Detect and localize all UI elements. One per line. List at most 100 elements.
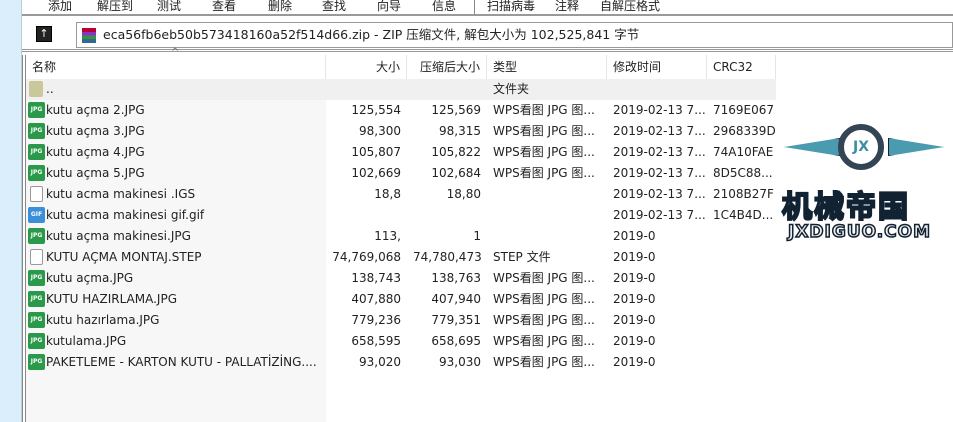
column-crc[interactable]: CRC32 — [707, 55, 776, 79]
table-row[interactable]: JPG kutu açma 2.JPG 125,554 125,569 WPS看图 JP… — [26, 100, 776, 121]
cell-crc — [707, 310, 776, 331]
table-row[interactable]: JPG kutu açma.JPG 138,743 138,763 WPS看图 JPG … — [26, 268, 776, 289]
cell-type — [487, 184, 607, 205]
jpg-file-icon: JPG — [28, 312, 45, 328]
cell-crc: 2968339D — [713, 124, 776, 138]
column-name[interactable]: 名称 — [26, 55, 326, 79]
cell-name: kutu acma makinesi gif.gif — [46, 208, 205, 222]
cell-modified: 2019-0 — [613, 229, 656, 243]
cell-packed: 658,695 — [431, 334, 481, 348]
cell-crc: 74A10FAE — [713, 145, 774, 159]
folder-file-icon — [29, 81, 43, 97]
toolbar-button-3[interactable]: 查看 — [212, 0, 237, 13]
cell-crc — [707, 268, 776, 289]
cell-size: 113, — [374, 229, 401, 243]
table-row[interactable]: .. 文件夹 — [26, 79, 776, 100]
file-list[interactable]: 名称 大小 压缩后大小 类型 修改时间 CRC32 ^ .. 文件夹 JPG kutu açma … — [22, 47, 953, 422]
cell-crc — [707, 331, 776, 352]
cell-name: kutu açma 2.JPG — [46, 103, 145, 117]
cell-name: kutu açma 5.JPG — [46, 166, 145, 180]
cell-crc: 2108B27F — [713, 187, 774, 201]
column-modified[interactable]: 修改时间 — [607, 55, 707, 79]
toolbar-button-9[interactable]: 注释 — [555, 0, 580, 13]
table-row[interactable]: JPG PAKETLEME - KARTON KUTU - PALLATİZİNG… — [26, 352, 776, 373]
jpg-file-icon: JPG — [28, 354, 45, 370]
cell-name: KUTU AÇMA MONTAJ.STEP — [46, 250, 202, 264]
toolbar-button-7[interactable]: 信息 — [432, 0, 457, 13]
cell-size: 658,595 — [351, 334, 401, 348]
cell-packed: 18,80 — [446, 187, 481, 201]
cell-packed: 1 — [473, 229, 481, 243]
column-size[interactable]: 大小 — [326, 55, 407, 79]
cell-size: 74,769,068 — [332, 250, 401, 264]
table-row[interactable]: JPG kutulama.JPG 658,595 658,695 WPS看图 JPG 图… — [26, 331, 776, 352]
jpg-file-icon: JPG — [28, 228, 45, 244]
cell-name: PAKETLEME - KARTON KUTU - PALLATİZİNG...… — [46, 355, 317, 369]
cell-size: 407,880 — [351, 292, 401, 306]
cell-crc — [707, 226, 776, 247]
cell-packed: 98,315 — [439, 124, 481, 138]
cell-type: WPS看图 JPG 图... — [493, 355, 595, 369]
toolbar-separator — [474, 0, 475, 14]
table-row[interactable]: JPG kutu açma makinesi.JPG 113, 1 2019-0 — [26, 226, 776, 247]
table-row[interactable]: GIF kutu acma makinesi gif.gif 2019-02-13 … — [26, 205, 776, 226]
toolbar-button-6[interactable]: 向导 — [377, 0, 402, 13]
cell-size: 125,554 — [351, 103, 401, 117]
table-row[interactable]: JPG kutu açma 3.JPG 98,300 98,315 WPS看图 JPG … — [26, 121, 776, 142]
table-row[interactable]: JPG kutu açma 4.JPG 105,807 105,822 WPS看图 JP… — [26, 142, 776, 163]
cell-packed: 102,684 — [431, 166, 481, 180]
cell-packed: 407,940 — [431, 292, 481, 306]
cell-name: KUTU HAZIRLAMA.JPG — [46, 292, 177, 306]
address-bar[interactable]: eca56fb6eb50b573418160a52f514d66.zip - Z… — [76, 22, 953, 48]
cell-size — [326, 79, 407, 100]
cell-type: WPS看图 JPG 图... — [493, 124, 595, 138]
table-row[interactable]: JPG KUTU HAZIRLAMA.JPG 407,880 407,940 WPS看图… — [26, 289, 776, 310]
cell-modified: 2019-0 — [613, 313, 656, 327]
sort-indicator: ^ — [171, 47, 180, 58]
table-row[interactable]: kutu acma makinesi .IGS 18,8 18,80 2019-02-… — [26, 184, 776, 205]
cell-name: kutu açma 3.JPG — [46, 124, 145, 138]
cell-type: 文件夹 — [493, 82, 530, 96]
cell-modified: 2019-02-13 7... — [613, 103, 706, 117]
file-file-icon — [30, 249, 43, 265]
cell-crc — [707, 289, 776, 310]
cell-type: WPS看图 JPG 图... — [493, 145, 595, 159]
toolbar-button-10[interactable]: 自解压格式 — [600, 0, 661, 13]
toolbar-button-8[interactable]: 扫描病毒 — [487, 0, 536, 13]
jpg-file-icon: JPG — [28, 102, 45, 118]
address-text: eca56fb6eb50b573418160a52f514d66.zip - Z… — [103, 27, 640, 42]
table-row[interactable]: KUTU AÇMA MONTAJ.STEP 74,769,068 74,780,47… — [26, 247, 776, 268]
cell-crc — [707, 79, 776, 100]
cell-size: 779,236 — [351, 313, 401, 327]
cell-type — [487, 205, 607, 226]
cell-size: 138,743 — [351, 271, 401, 285]
cell-crc — [707, 352, 776, 373]
cell-type: WPS看图 JPG 图... — [493, 313, 595, 327]
cell-packed: 74,780,473 — [413, 250, 482, 264]
cell-size — [326, 205, 407, 226]
toolbar-button-0[interactable]: 添加 — [48, 0, 73, 13]
toolbar-button-1[interactable]: 解压到 — [97, 0, 134, 13]
table-row[interactable]: JPG kutu hazırlama.JPG 779,236 779,351 WPS看图… — [26, 310, 776, 331]
toolbar-button-2[interactable]: 测试 — [157, 0, 182, 13]
table-row[interactable]: JPG kutu açma 5.JPG 102,669 102,684 WPS看图 JP… — [26, 163, 776, 184]
cell-name: kutulama.JPG — [46, 334, 127, 348]
cell-modified: 2019-02-13 7... — [613, 208, 706, 222]
toolbar-button-5[interactable]: 查找 — [322, 0, 347, 13]
cell-modified: 2019-02-13 7... — [613, 145, 706, 159]
column-packed[interactable]: 压缩后大小 — [407, 55, 487, 79]
cell-packed: 779,351 — [431, 313, 481, 327]
jpg-file-icon: JPG — [28, 291, 45, 307]
file-file-icon — [30, 186, 43, 202]
cell-modified: 2019-02-13 7... — [613, 166, 706, 180]
sorted-column-bg — [26, 79, 326, 422]
toolbar-button-4[interactable]: 删除 — [268, 0, 293, 13]
up-arrow-icon[interactable]: ↑ — [36, 26, 52, 42]
cell-size: 18,8 — [374, 187, 401, 201]
cell-size: 98,300 — [359, 124, 401, 138]
cell-size: 102,669 — [351, 166, 401, 180]
cell-type — [487, 226, 607, 247]
cell-crc: 8D5C88... — [713, 166, 773, 180]
cell-crc: 1C4B4D... — [713, 208, 774, 222]
column-type[interactable]: 类型 — [487, 55, 607, 79]
